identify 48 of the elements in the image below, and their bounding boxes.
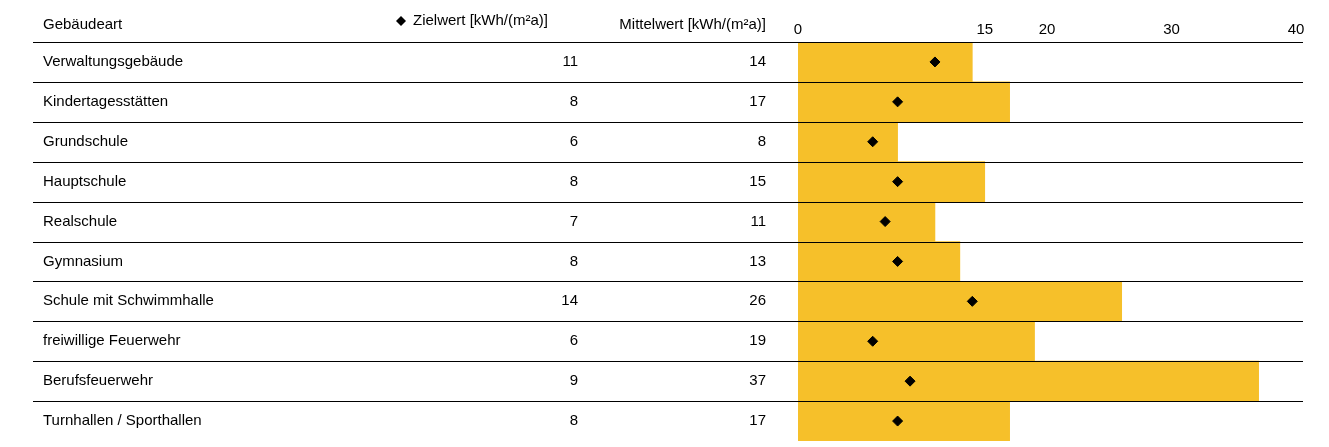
data-label: 6	[569, 131, 578, 149]
x2-tick-label: 30	[1163, 20, 1180, 38]
data-label: 8	[569, 91, 578, 109]
y-tick-label: Grundschule	[43, 131, 129, 149]
legend-label: Zielwert [kWh/(m²a)]	[413, 11, 548, 29]
data-label: 14	[561, 291, 578, 309]
point	[879, 216, 891, 228]
data-label: 8	[569, 411, 578, 429]
point	[904, 375, 916, 387]
data-label: 17	[749, 411, 766, 429]
data-label: 26	[749, 291, 766, 309]
data-label: 15	[749, 171, 766, 189]
data-label: 13	[749, 251, 766, 269]
point	[867, 335, 879, 347]
point	[892, 255, 904, 267]
y-tick-label: Gymnasium	[43, 251, 124, 269]
y-tick-label: Turnhallen / Sporthallen	[43, 411, 202, 429]
point	[892, 415, 904, 427]
y-tick-label: Verwaltungsgebäude	[43, 52, 184, 70]
data-label: 17	[749, 91, 766, 109]
data-label: 14	[749, 52, 766, 70]
data-label: 11	[750, 211, 766, 229]
data-label: 37	[749, 371, 766, 389]
point	[966, 295, 978, 307]
y-tick-label: freiwillige Feuerwehr	[43, 331, 181, 349]
point	[867, 136, 879, 148]
y-axis-title: Gebäudeart	[43, 15, 124, 33]
x2-tick-label: 15	[976, 20, 994, 38]
data-label: 8	[757, 131, 766, 149]
data-label: 6	[569, 331, 578, 349]
y-tick-label: Berufsfeuerwehr	[43, 371, 154, 389]
x2-tick-label: 0	[793, 20, 803, 38]
y-tick-label: Kindertagesstätten	[43, 91, 169, 109]
y-tick-label: Realschule	[43, 211, 118, 229]
x2-tick-label: 20	[1038, 20, 1056, 38]
data-label: 19	[749, 331, 766, 349]
x2-tick-label: 40	[1287, 20, 1305, 38]
y-tick-label: Schule mit Schwimmhalle	[43, 291, 214, 309]
point	[892, 176, 904, 188]
point	[929, 56, 941, 68]
data-label: 11	[562, 52, 578, 70]
data-label: 7	[569, 211, 578, 229]
data-label: 8	[569, 251, 578, 269]
text: Mittelwert [kWh/(m²a)]	[619, 15, 766, 33]
data-label: 8	[569, 171, 578, 189]
data-label: 9	[569, 371, 578, 389]
y-tick-label: Hauptschule	[43, 171, 127, 189]
point	[892, 96, 904, 108]
